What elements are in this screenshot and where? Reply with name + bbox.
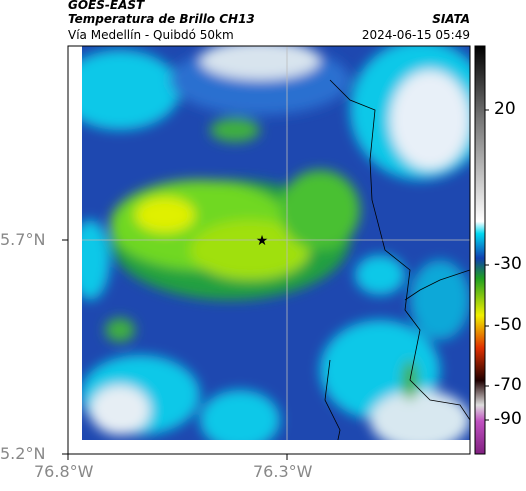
title: Temperatura de Brillo CH13: [68, 12, 255, 26]
colorbar-label: -50: [494, 315, 522, 335]
lon-label: 76.3°W: [253, 462, 313, 481]
satellite-image: ★: [68, 46, 470, 454]
star-marker: ★: [256, 233, 269, 249]
source: GOES-EAST: [68, 0, 145, 12]
colorbar-ticks: [485, 109, 489, 421]
colorbar-label: -70: [494, 375, 522, 395]
colorbar: [474, 45, 486, 455]
colorbar-label: -30: [494, 254, 522, 274]
colorbar-label: 20: [494, 99, 516, 119]
lat-label: 5.2°N: [0, 444, 46, 463]
subtitle: Vía Medellín - Quibdó 50km: [68, 28, 234, 42]
datetime: 2024-06-15 05:49: [361, 28, 470, 42]
agency: SIATA: [432, 12, 470, 26]
map-frame: [67, 45, 471, 455]
lon-label: 76.8°W: [34, 462, 94, 481]
lat-label: 5.7°N: [0, 230, 46, 249]
colorbar-label: -90: [494, 409, 522, 429]
